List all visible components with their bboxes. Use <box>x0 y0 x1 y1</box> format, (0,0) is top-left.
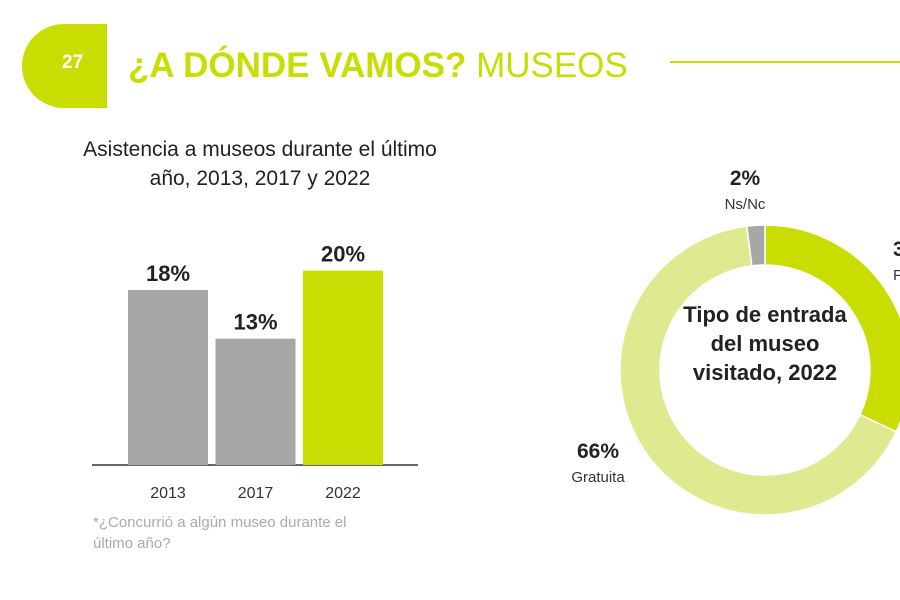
donut-segment <box>619 225 898 516</box>
footnote: *¿Concurrió a algún museo durante el últ… <box>93 514 347 552</box>
page-number: 27 <box>62 52 84 73</box>
bar <box>303 270 383 465</box>
data-label: 20% <box>321 242 365 267</box>
segment-label: Gratuita <box>571 469 625 486</box>
page-tab <box>22 24 107 108</box>
bar <box>215 338 296 465</box>
donut-segment <box>764 224 900 433</box>
data-label: 32% <box>893 238 900 261</box>
x-tick-label: 2013 <box>150 485 186 502</box>
chart-title: Tipo de entrada del museo visitado, 2022 <box>683 302 847 385</box>
chart-title: Asistencia a museos durante el último añ… <box>83 138 437 190</box>
header-rule <box>670 61 900 63</box>
segment-label: Pagada <box>893 267 900 284</box>
title-section: MUSEOS <box>476 46 628 85</box>
data-label: 13% <box>233 310 277 335</box>
donut-segment <box>745 224 766 267</box>
x-tick-label: 2017 <box>238 485 274 502</box>
page-title: ¿A DÓNDE VAMOS? MUSEOS <box>128 46 628 86</box>
bar <box>128 290 208 465</box>
data-label: 66% <box>577 440 619 463</box>
x-tick-label: 2022 <box>325 485 361 502</box>
segment-label: Ns/Nc <box>725 196 766 213</box>
title-main: ¿A DÓNDE VAMOS? <box>128 46 467 85</box>
data-label: 18% <box>146 261 190 286</box>
data-label: 2% <box>730 167 761 190</box>
